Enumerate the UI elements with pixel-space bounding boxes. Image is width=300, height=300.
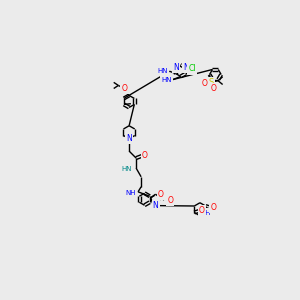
Text: O: O (142, 151, 148, 160)
Text: N: N (126, 134, 132, 143)
Text: NH: NH (125, 190, 136, 196)
Text: O: O (210, 203, 216, 212)
Text: N: N (173, 63, 178, 72)
Text: O: O (202, 79, 208, 88)
Text: O: O (199, 206, 205, 215)
Text: HN: HN (161, 76, 172, 82)
Text: NH: NH (200, 209, 211, 215)
Text: HN: HN (158, 68, 168, 74)
Text: O: O (167, 196, 173, 205)
Text: S: S (208, 78, 214, 87)
Text: O: O (158, 190, 164, 199)
Text: HN: HN (122, 166, 132, 172)
Text: Cl: Cl (188, 64, 196, 74)
Text: N: N (183, 63, 189, 72)
Text: N: N (153, 201, 158, 210)
Text: O: O (122, 84, 128, 93)
Text: O: O (211, 84, 216, 93)
